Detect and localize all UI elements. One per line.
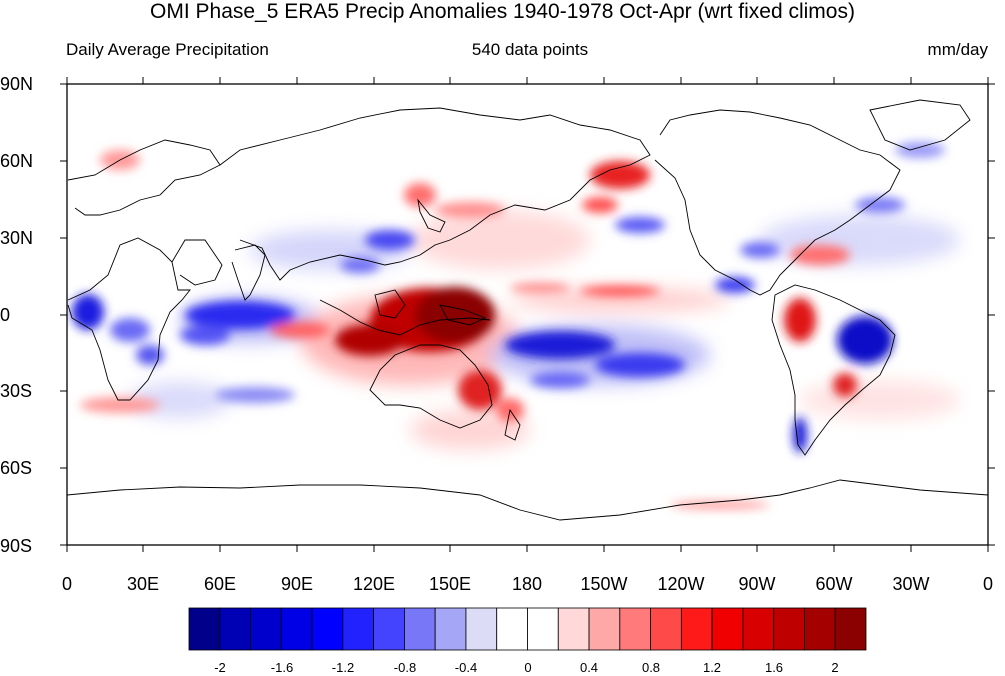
coast-asia: [219, 107, 651, 281]
lat-label-30s: 30S: [0, 381, 33, 401]
lat-label-60s: 60S: [0, 458, 33, 478]
colorbar-swatch: [280, 607, 313, 651]
lon-label-0-east: 0: [982, 574, 994, 594]
colorbar-swatch: [711, 607, 744, 651]
colorbar-label: 0.4: [579, 660, 599, 675]
lat-label-30n: 30N: [0, 228, 34, 248]
colorbar-swatch: [373, 607, 405, 651]
colorbar-swatch: [650, 607, 682, 651]
anomaly-field: [72, 142, 960, 509]
colorbar-swatch: [311, 607, 344, 651]
lat-label-90s: 90S: [0, 536, 33, 556]
lon-label-30e: 30E: [126, 574, 160, 594]
colorbar-swatch: [773, 607, 805, 651]
colorbar-swatch: [404, 607, 436, 651]
lon-label-120e: 120E: [352, 574, 396, 594]
coast-antarctica: [67, 479, 988, 521]
colorbar-swatch: [465, 607, 498, 651]
colorbar-label: -2: [214, 660, 226, 675]
lon-label-30w: 30W: [892, 574, 930, 594]
colorbar-swatch: [342, 607, 375, 651]
lon-label-120w: 120W: [657, 574, 705, 594]
colorbar-label: 1.6: [764, 660, 784, 675]
lat-label-90n: 90N: [0, 74, 34, 94]
subtitle-center: 540 data points: [471, 40, 589, 59]
coast-south-america: [771, 284, 896, 456]
colorbar-swatch: [219, 607, 251, 651]
lon-label-150e: 150E: [428, 574, 472, 594]
coast-india: [231, 244, 266, 301]
coast-greenland: [869, 99, 971, 151]
coast-arabia: [171, 239, 223, 286]
colorbar-swatch: [496, 607, 528, 651]
colorbar-label: -0.4: [454, 660, 478, 675]
colorbar-label: -0.8: [393, 660, 417, 675]
coast-africa: [67, 237, 191, 401]
colorbar-swatch: [804, 607, 836, 651]
coast-indonesia: [319, 299, 491, 336]
subtitle-units: mm/day: [927, 40, 988, 59]
colorbar-swatch: [680, 607, 713, 651]
colorbar-label: -1.6: [270, 660, 294, 675]
colorbar-swatch: [619, 607, 651, 651]
colorbar-swatch: [742, 607, 775, 651]
colorbar-label: 2: [831, 660, 839, 675]
map-title: OMI Phase_5 ERA5 Precip Anomalies 1940-1…: [150, 0, 855, 23]
colorbar-swatch: [588, 607, 621, 651]
lat-label-60n: 60N: [0, 151, 34, 171]
coast-north-america: [654, 109, 901, 296]
colorbar-label: 0.8: [641, 660, 661, 675]
colorbar-swatch: [834, 607, 867, 651]
colorbar: [188, 607, 867, 651]
coast-new-zealand: [504, 408, 521, 441]
lat-label-0: 0: [0, 305, 11, 325]
colorbar-swatch: [434, 607, 467, 651]
coast-japan: [417, 198, 446, 233]
lon-label-150w: 150W: [580, 574, 628, 594]
coast-new-guinea: [439, 304, 487, 326]
colorbar-label: 0: [524, 660, 532, 675]
colorbar-swatch: [527, 607, 559, 651]
lon-label-60e: 60E: [203, 574, 237, 594]
coastlines: [67, 99, 988, 521]
coast-borneo: [374, 289, 406, 319]
coast-australia: [369, 344, 493, 429]
colorbar-swatch: [250, 607, 282, 651]
lon-label-90w: 90W: [738, 574, 776, 594]
colorbar-swatch: [188, 607, 221, 651]
lon-label-90e: 90E: [280, 574, 314, 594]
lon-label-60w: 60W: [815, 574, 853, 594]
colorbar-label: 1.2: [702, 660, 722, 675]
colorbar-swatch: [557, 607, 590, 651]
subtitle-left: Daily Average Precipitation: [66, 40, 269, 59]
colorbar-label: -1.2: [331, 660, 355, 675]
lon-label-180: 180: [511, 574, 543, 594]
axis-ticks: [60, 77, 995, 552]
coast-europe: [67, 139, 221, 216]
lon-label-0: 0: [61, 574, 73, 594]
